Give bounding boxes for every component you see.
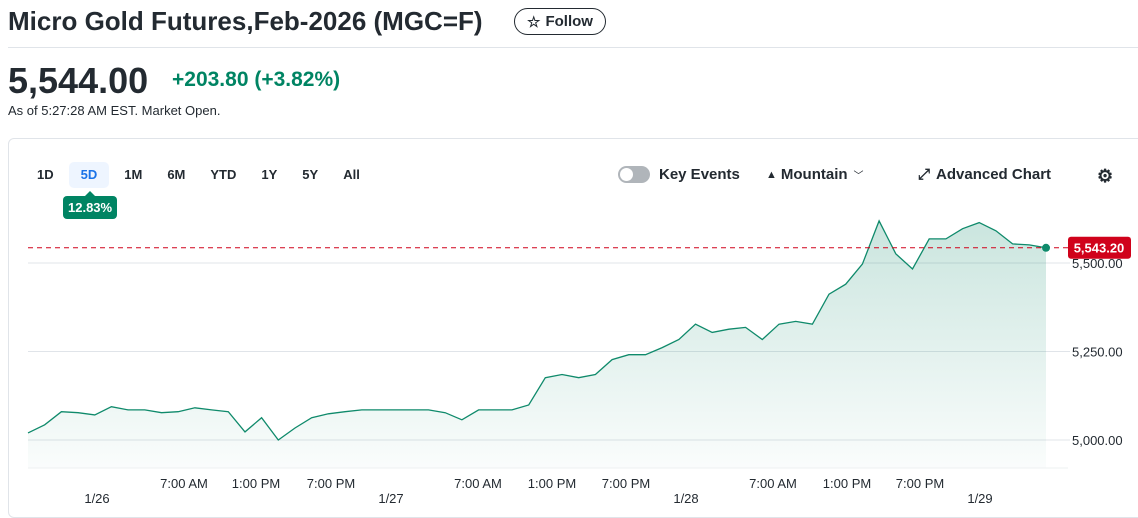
x-tick-label: 7:00 AM bbox=[454, 476, 502, 491]
divider bbox=[8, 47, 1138, 48]
x-tick-label: 7:00 PM bbox=[602, 476, 650, 491]
expand-icon: ⤢ bbox=[918, 166, 931, 183]
x-tick-label: 1:00 PM bbox=[528, 476, 576, 491]
last-price-label: 5,543.20 bbox=[1074, 241, 1125, 256]
x-tick-label: 1/26 bbox=[84, 491, 109, 506]
mountain-icon: ▲ bbox=[766, 168, 777, 181]
y-tick-label: 5,250.00 bbox=[1072, 345, 1123, 360]
range-tab-5y[interactable]: 5Y bbox=[302, 167, 319, 182]
y-tick-label: 5,000.00 bbox=[1072, 433, 1123, 448]
area-fill bbox=[28, 220, 1046, 468]
x-tick-label: 1:00 PM bbox=[823, 476, 871, 491]
price-change: +203.80 (+3.82%) bbox=[172, 68, 341, 91]
x-tick-label: 7:00 AM bbox=[160, 476, 208, 491]
x-tick-label: 1:00 PM bbox=[232, 476, 280, 491]
range-tab-1m[interactable]: 1M bbox=[124, 167, 143, 182]
range-tabs: 1D 5D 1M 6M YTD 1Y 5Y All bbox=[27, 162, 375, 188]
x-tick-label: 7:00 AM bbox=[749, 476, 797, 491]
x-tick-label: 1/27 bbox=[378, 491, 403, 506]
key-events-toggle[interactable]: Key Events bbox=[618, 166, 740, 183]
x-tick-label: 1/29 bbox=[967, 491, 992, 506]
star-icon: ☆ bbox=[527, 13, 541, 31]
range-tab-5d[interactable]: 5D bbox=[68, 162, 110, 188]
follow-button[interactable]: ☆ Follow bbox=[514, 8, 606, 35]
last-point-dot bbox=[1042, 243, 1050, 252]
follow-label: Follow bbox=[545, 13, 593, 30]
x-tick-label: 7:00 PM bbox=[896, 476, 944, 491]
as-of-text: As of 5:27:28 AM EST. Market Open. bbox=[8, 103, 221, 118]
settings-gear-icon[interactable]: ⚙ bbox=[1097, 166, 1114, 186]
range-tab-1y[interactable]: 1Y bbox=[261, 167, 278, 182]
range-tab-1d[interactable]: 1D bbox=[37, 167, 54, 182]
advanced-chart-button[interactable]: ⤢ Advanced Chart bbox=[918, 166, 1052, 183]
chart-type-dropdown[interactable]: ▲ Mountain ﹀ bbox=[766, 166, 864, 183]
range-tab-6m[interactable]: 6M bbox=[167, 167, 186, 182]
range-tab-all[interactable]: All bbox=[343, 167, 360, 182]
price-line bbox=[27, 219, 1047, 441]
price: 5,544.00 bbox=[8, 60, 149, 101]
range-change-badge: 12.83% bbox=[63, 191, 118, 219]
toggle-switch[interactable] bbox=[618, 166, 650, 183]
range-tab-ytd[interactable]: YTD bbox=[210, 167, 237, 182]
page-title: Micro Gold Futures,Feb-2026 (MGC=F) bbox=[8, 6, 483, 36]
chevron-down-icon: ﹀ bbox=[853, 171, 864, 182]
x-tick-label: 1/28 bbox=[673, 491, 698, 506]
last-price-badge bbox=[1068, 236, 1131, 259]
x-tick-label: 7:00 PM bbox=[307, 476, 355, 491]
y-tick-label: 5,500.00 bbox=[1072, 256, 1123, 271]
